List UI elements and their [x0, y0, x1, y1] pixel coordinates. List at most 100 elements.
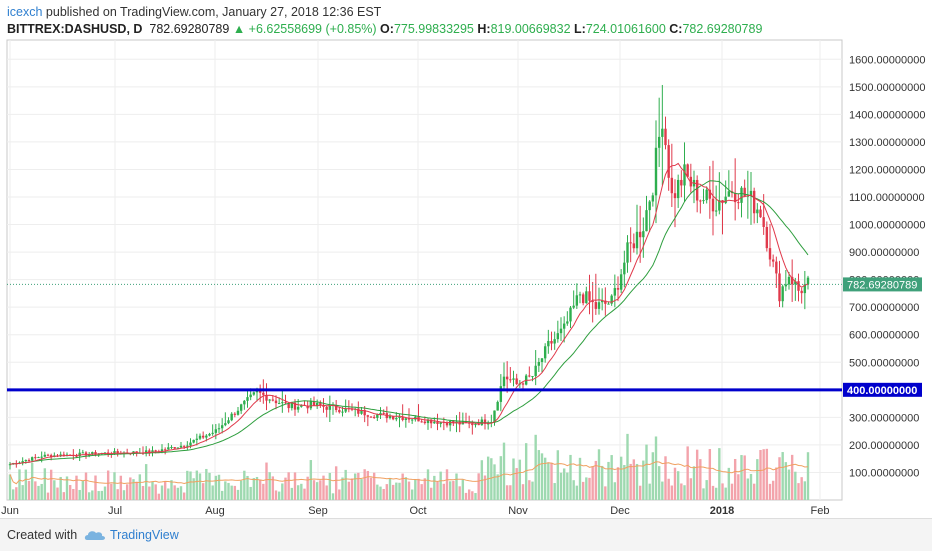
- candle-body: [547, 340, 550, 347]
- candle-body: [40, 456, 43, 458]
- tradingview-link[interactable]: TradingView: [110, 528, 179, 542]
- volume-bar: [787, 469, 791, 500]
- candle-body: [436, 421, 439, 424]
- y-tick-label: 900.00000000: [849, 247, 919, 259]
- volume-bar: [230, 485, 233, 500]
- volume-bar: [461, 479, 465, 500]
- volume-bar: [40, 483, 43, 500]
- volume-bar: [268, 472, 271, 500]
- volume-bar: [781, 452, 784, 500]
- candle-body: [648, 201, 651, 211]
- candle-body: [395, 418, 398, 420]
- volume-bar: [654, 436, 658, 500]
- candle-body: [148, 450, 151, 453]
- candle-body: [702, 200, 705, 202]
- volume-bar: [458, 486, 461, 500]
- volume-bar: [233, 485, 237, 500]
- volume-bar: [401, 473, 404, 500]
- volume-bar: [553, 483, 556, 500]
- candle-body: [714, 210, 718, 212]
- candle-body: [306, 405, 309, 409]
- volume-bar: [366, 470, 370, 500]
- volume-bar: [426, 469, 430, 500]
- candle-body: [281, 402, 284, 404]
- candle-body: [382, 412, 385, 414]
- volume-bar: [211, 485, 214, 500]
- volume-bar: [167, 488, 170, 500]
- volume-bar: [648, 483, 651, 500]
- volume-bar: [151, 481, 154, 500]
- volume-bar: [369, 477, 373, 500]
- volume-bar: [388, 477, 392, 500]
- volume-bar: [711, 485, 715, 500]
- candle-body: [230, 413, 233, 421]
- volume-bar: [224, 481, 227, 500]
- volume-bar: [372, 472, 376, 500]
- volume-ma-line: [9, 461, 809, 485]
- candle-body: [167, 447, 170, 450]
- volume-bar: [749, 473, 753, 500]
- volume-bar: [543, 457, 547, 500]
- volume-bar: [467, 489, 471, 500]
- volume-bar: [43, 468, 47, 500]
- candle-body: [553, 339, 556, 344]
- candle-body: [274, 400, 278, 404]
- volume-bar: [414, 479, 417, 500]
- candle-body: [787, 276, 791, 285]
- volume-bar: [667, 478, 670, 500]
- candle-body: [135, 451, 138, 453]
- y-tick-label: 1400.00000000: [849, 109, 925, 121]
- author-link[interactable]: icexch: [7, 5, 43, 19]
- volume-bar: [189, 471, 192, 500]
- volume-bar: [30, 462, 34, 500]
- volume-bar: [559, 472, 563, 500]
- volume-bar: [721, 483, 724, 500]
- volume-bar: [572, 480, 575, 500]
- candle-body: [49, 455, 53, 458]
- candle-body: [493, 410, 496, 423]
- volume-bar: [670, 485, 674, 500]
- candle-body: [30, 457, 34, 461]
- y-tick-label: 1500.00000000: [849, 82, 925, 94]
- volume-bar: [262, 483, 265, 500]
- candle-body: [680, 179, 683, 186]
- candle-body: [556, 333, 560, 340]
- candle-body: [746, 195, 750, 197]
- candle-body: [404, 418, 408, 420]
- candle-body: [21, 461, 24, 463]
- low-label: L:: [574, 22, 586, 36]
- volume-bar: [613, 482, 617, 500]
- symbol-label: BITTREX:DASHUSD, D: [7, 22, 143, 36]
- candle-body: [91, 452, 94, 455]
- candle-body: [160, 449, 164, 452]
- candle-body: [84, 452, 88, 456]
- volume-bar: [46, 492, 50, 500]
- candle-body: [642, 231, 645, 238]
- volume-bar: [49, 469, 53, 500]
- candle-body: [290, 402, 294, 409]
- volume-bar: [407, 481, 411, 500]
- volume-bar: [347, 481, 351, 500]
- volume-bar: [281, 483, 284, 500]
- y-tick-label: 700.00000000: [849, 302, 919, 314]
- candle-body: [569, 307, 572, 322]
- candle-body: [113, 451, 116, 455]
- candle-body: [249, 394, 252, 398]
- candle-body: [607, 303, 610, 305]
- candle-body: [759, 209, 762, 218]
- volume-bar: [474, 493, 477, 500]
- candle-body: [588, 291, 591, 301]
- volume-bar: [72, 488, 75, 500]
- candle-body: [689, 176, 693, 187]
- volume-bar: [759, 450, 762, 500]
- candle-body: [794, 281, 797, 285]
- candle-body: [220, 425, 224, 429]
- volume-bar: [157, 493, 161, 500]
- candle-body: [528, 375, 531, 377]
- candle-body: [486, 423, 490, 425]
- volume-bar: [154, 484, 157, 500]
- volume-bar: [75, 475, 78, 500]
- volume-bar: [322, 475, 325, 500]
- candle-body: [661, 128, 664, 137]
- price-chart[interactable]: 100.00000000 200.00000000 300.00000000 400.…: [0, 0, 932, 518]
